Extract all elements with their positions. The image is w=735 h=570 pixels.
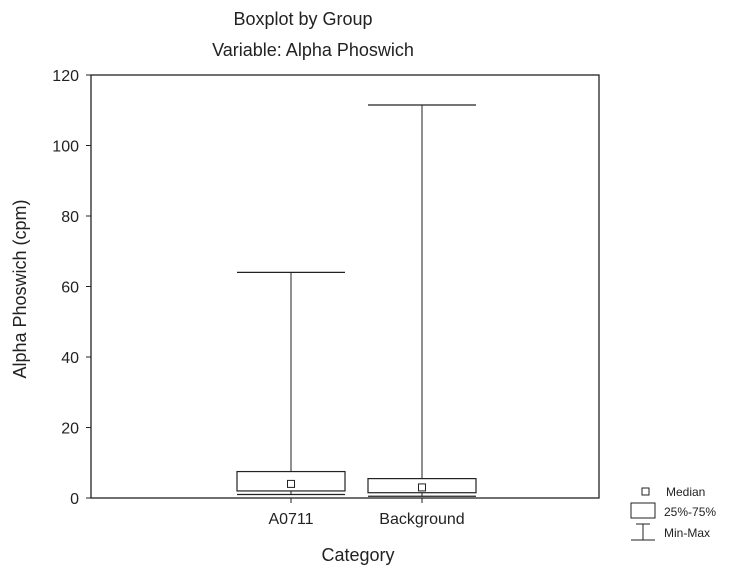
legend-box-marker: [630, 502, 656, 519]
median-marker: [418, 483, 426, 492]
y-axis: 0 20 40 60 80 100 120: [52, 68, 91, 508]
y-tick-label: 40: [61, 350, 79, 367]
x-tick-label: A0711: [268, 511, 313, 528]
chart-title: Boxplot by Group: [233, 9, 372, 29]
y-tick-label: 80: [61, 209, 79, 226]
box-series: [236, 104, 477, 497]
legend: Median 25%-75% Min-Max: [630, 485, 716, 541]
legend-median-label: Median: [666, 485, 705, 499]
y-tick-label: 120: [52, 68, 79, 85]
y-axis-label: Alpha Phoswich (cpm): [10, 199, 30, 378]
median-marker: [287, 479, 295, 488]
y-tick-label: 60: [61, 280, 79, 297]
box-a0711: [236, 271, 346, 496]
y-tick-label: 0: [70, 491, 79, 508]
chart-subtitle: Variable: Alpha Phoswich: [212, 40, 414, 60]
legend-median-marker: [641, 487, 650, 496]
y-tick-label: 100: [52, 139, 79, 156]
x-tick-label: Background: [379, 511, 464, 528]
box-background: [367, 104, 477, 497]
legend-whisker-label: Min-Max: [664, 526, 710, 540]
plot-frame: [90, 74, 600, 499]
x-axis: A0711 Background: [268, 498, 465, 528]
x-axis-label: Category: [321, 545, 394, 565]
y-tick-label: 20: [61, 421, 79, 438]
legend-box-label: 25%-75%: [664, 505, 716, 519]
legend-whisker-marker: [631, 523, 655, 541]
